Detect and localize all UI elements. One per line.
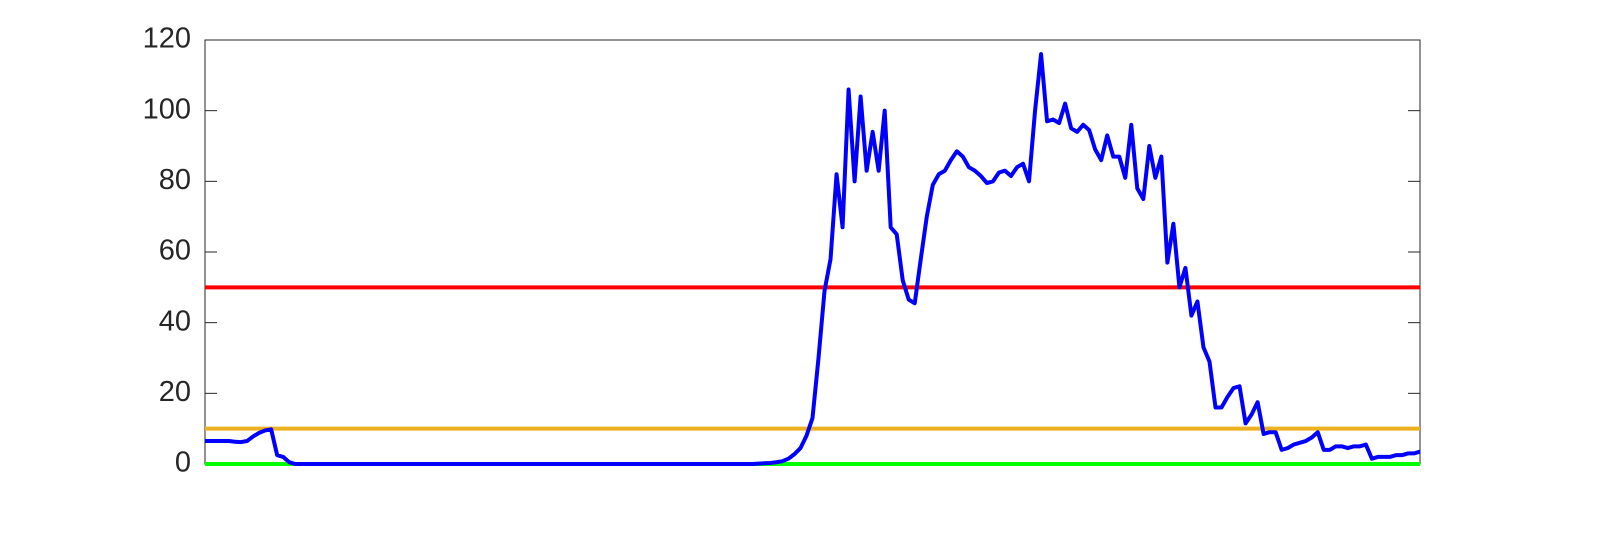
y-tick-label: 120 <box>143 23 191 55</box>
y-tick-label: 40 <box>159 305 191 337</box>
y-tick-label: 20 <box>159 376 191 408</box>
data-line <box>205 52 1421 466</box>
y-tick-label: 100 <box>143 93 191 125</box>
y-tick-label: 0 <box>175 447 191 479</box>
y-tick-label: 60 <box>159 235 191 267</box>
y-tick-label: 80 <box>159 164 191 196</box>
